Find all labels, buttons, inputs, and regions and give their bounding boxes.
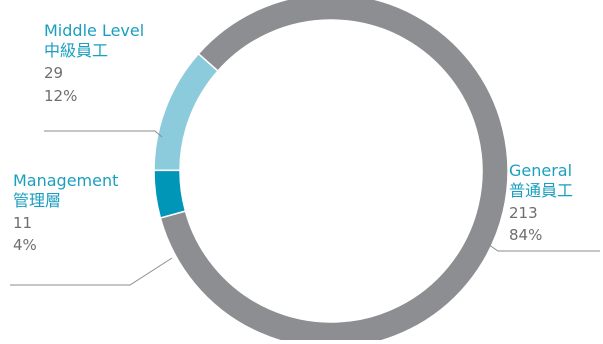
slice-label-zh-management: 管理層 — [13, 191, 61, 210]
donut-slice-general — [159, 0, 509, 344]
slice-label-zh-middle-level: 中級員工 — [44, 41, 108, 60]
slice-percent-middle-level: 12% — [44, 87, 77, 105]
donut-ring — [153, 0, 509, 344]
slice-label-zh-general: 普通員工 — [509, 181, 573, 200]
label-management: Management 管理層 11 4% — [13, 171, 118, 254]
slice-count-general: 213 — [509, 204, 538, 222]
slice-label-en-general: General — [509, 161, 572, 180]
slice-count-management: 11 — [13, 214, 32, 232]
slice-percent-management: 4% — [13, 236, 37, 254]
slice-label-en-middle-level: Middle Level — [44, 21, 144, 40]
slice-label-en-management: Management — [13, 171, 118, 190]
label-general: General 普通員工 213 84% — [509, 161, 573, 244]
leader-line-general — [475, 235, 600, 252]
label-middle-level: Middle Level 中級員工 29 12% — [44, 21, 144, 105]
slice-percent-general: 84% — [509, 226, 542, 244]
donut-slice-middle-level — [153, 52, 219, 172]
leader-line-management — [10, 257, 173, 286]
donut-slice-management — [153, 169, 187, 219]
leader-line-middle-level — [44, 130, 163, 138]
slice-count-middle-level: 29 — [44, 64, 63, 82]
